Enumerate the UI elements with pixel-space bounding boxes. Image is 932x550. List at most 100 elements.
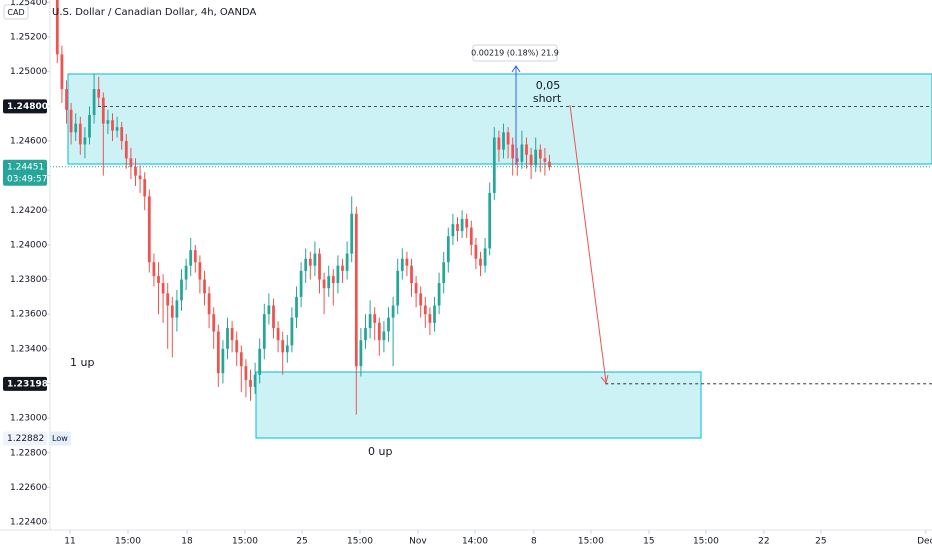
candle-body xyxy=(129,158,133,167)
y-tick-label: 1.25400 xyxy=(10,0,47,8)
y-tick-label: 1.22800 xyxy=(10,448,47,458)
candle-body xyxy=(120,127,124,141)
candle-body xyxy=(423,305,427,315)
candle-body xyxy=(396,270,400,306)
candle-body xyxy=(101,97,105,124)
x-tick-label: 18 xyxy=(181,537,193,547)
candle-body xyxy=(216,331,220,374)
y-tick-label: 1.23400 xyxy=(10,344,47,354)
candle-body xyxy=(534,149,538,166)
candle-body xyxy=(410,265,413,284)
y-tick-label: 1.23800 xyxy=(10,275,47,285)
candle-body xyxy=(198,262,202,280)
candle-body xyxy=(207,293,211,315)
candle-body xyxy=(106,120,110,124)
forecast-arrowhead xyxy=(600,374,609,385)
candle-body xyxy=(60,54,64,90)
candle-body xyxy=(364,328,367,341)
x-tick-label: 14:00 xyxy=(462,537,488,547)
price-label-box xyxy=(3,376,47,391)
candle-body xyxy=(69,109,73,133)
candle-body xyxy=(189,250,193,266)
candle-body xyxy=(414,283,418,294)
y-tick-label: 1.25000 xyxy=(10,67,47,77)
candle-body xyxy=(97,89,101,98)
x-tick-label: 15:00 xyxy=(115,537,141,547)
candle-body xyxy=(460,218,464,232)
candle-body xyxy=(405,258,409,266)
candle-body xyxy=(203,279,206,294)
measure-box xyxy=(472,44,558,62)
candle-body xyxy=(170,305,174,318)
candle-body xyxy=(497,137,501,150)
currency: CAD xyxy=(7,8,24,17)
last-price-box xyxy=(3,159,47,186)
candle-body xyxy=(479,258,482,266)
candle-body xyxy=(474,244,478,259)
candle-body xyxy=(492,137,496,193)
candle-body xyxy=(341,265,344,271)
candle-body xyxy=(78,123,82,145)
x-tick-label: 15:00 xyxy=(578,537,604,547)
resistance-zone xyxy=(67,73,932,165)
last-price-label: 1.24451 xyxy=(7,162,44,172)
annotation: 0 up xyxy=(368,445,392,458)
candle-body xyxy=(483,248,487,266)
candle-body xyxy=(456,224,459,232)
target-zone xyxy=(255,371,702,439)
candle-body xyxy=(230,328,234,341)
candle-body xyxy=(55,0,59,55)
candle-body xyxy=(152,262,156,277)
note-box xyxy=(49,431,71,446)
candle-body xyxy=(184,265,188,280)
y-tick-label: 1.23000 xyxy=(10,414,47,424)
candle-body xyxy=(276,328,280,341)
candle-body xyxy=(115,127,119,131)
candle-body xyxy=(244,366,248,381)
price-label: 1.23198 xyxy=(7,379,48,389)
candle-body xyxy=(147,196,151,263)
x-tick-label: 25 xyxy=(296,537,307,547)
candle-body xyxy=(111,120,114,131)
x-tick-label: 15:00 xyxy=(347,537,373,547)
annotation: short xyxy=(533,92,562,105)
chart-title: U.S. Dollar / Canadian Dollar, 4h, OANDA xyxy=(52,7,256,18)
candle-body xyxy=(391,305,395,318)
candle-body xyxy=(331,276,335,284)
candles xyxy=(50,0,932,415)
candle-body xyxy=(538,149,542,159)
annotation: 0,05 xyxy=(536,79,561,92)
candle-body xyxy=(400,258,404,271)
candle-body xyxy=(543,158,547,162)
candle-body xyxy=(515,158,519,162)
price-label: 1.22882 xyxy=(7,434,44,444)
candle-body xyxy=(138,175,142,180)
candle-body xyxy=(446,236,450,263)
candle-body xyxy=(373,314,377,323)
candle-body xyxy=(506,132,510,145)
candle-body xyxy=(308,258,312,266)
annotation: 1 up xyxy=(70,356,94,369)
candle-body xyxy=(442,262,446,284)
candle-body xyxy=(350,213,354,254)
candle-body xyxy=(175,300,179,318)
x-tick-label: 15:00 xyxy=(232,537,258,547)
x-tick-label: Dec xyxy=(917,537,932,547)
candle-body xyxy=(134,166,137,176)
candle-body xyxy=(428,314,432,323)
countdown: 03:49:57 xyxy=(7,174,47,184)
candle-body xyxy=(221,348,225,374)
candle-body xyxy=(322,279,326,289)
y-tick-label: 1.23600 xyxy=(10,310,47,320)
candle-body xyxy=(180,279,183,301)
candle-body xyxy=(272,305,275,329)
y-tick-label: 1.24200 xyxy=(10,206,47,216)
candle-body xyxy=(235,340,239,353)
candle-body xyxy=(529,154,533,166)
candle-body xyxy=(157,276,160,284)
y-tick-label: 1.24000 xyxy=(10,240,47,250)
candle-body xyxy=(359,340,363,367)
candle-body xyxy=(313,253,317,266)
candle-body xyxy=(166,293,170,306)
candle-body xyxy=(226,328,229,349)
